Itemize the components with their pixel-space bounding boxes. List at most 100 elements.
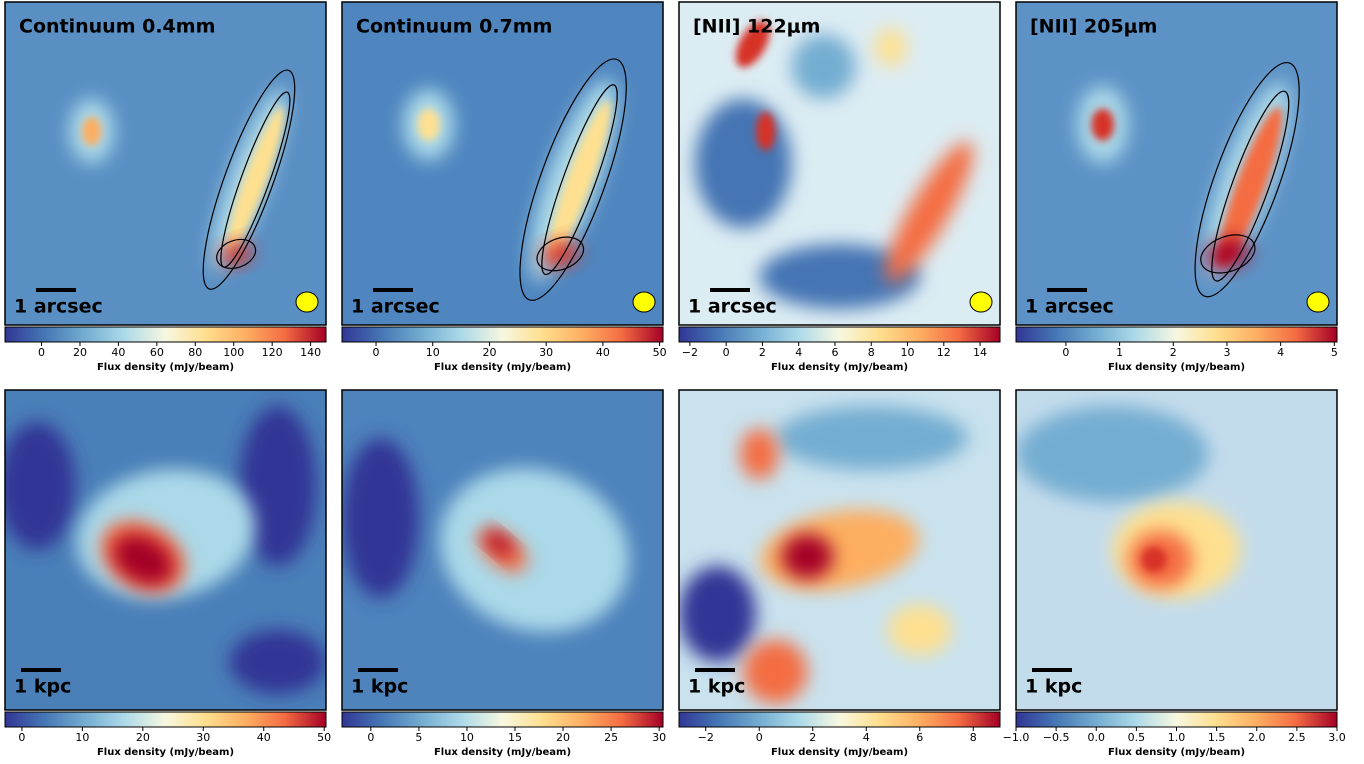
map-feature (791, 34, 855, 99)
colorbar-tick-label: 0 (367, 731, 374, 744)
map-feature (82, 117, 101, 146)
colorbar-tick-label: 4 (863, 731, 870, 744)
map-feature (230, 630, 326, 694)
map-feature (1016, 406, 1209, 502)
colorbar-tick-label: 0 (723, 346, 730, 359)
colorbar-label: Flux density (mJy/beam) (434, 362, 571, 373)
panel: Continuum 0.4mm1 arcsec02040608010012014… (5, 2, 326, 373)
colorbar-label: Flux density (mJy/beam) (1108, 362, 1245, 373)
map-feature (775, 406, 968, 470)
colorbar-tick-label: 0 (18, 731, 25, 744)
colorbar-tick-label: 20 (73, 346, 87, 359)
map-feature (743, 640, 807, 704)
map-background (342, 2, 663, 325)
scale-label: 1 kpc (1025, 676, 1082, 698)
colorbar (342, 712, 663, 727)
colorbar-tick-label: 0 (756, 731, 763, 744)
colorbar-tick-label: 10 (460, 731, 474, 744)
colorbar-label: Flux density (mJy/beam) (771, 747, 908, 758)
colorbar-tick-label: 15 (508, 731, 522, 744)
colorbar-tick-label: 20 (556, 731, 570, 744)
scale-label: 1 arcsec (688, 296, 777, 318)
beam (633, 292, 655, 312)
colorbar-tick-label: 10 (75, 731, 89, 744)
colorbar-tick-label: 4 (795, 346, 802, 359)
colorbar-label: Flux density (mJy/beam) (771, 362, 908, 373)
colorbar-tick-label: 5 (415, 731, 422, 744)
map-image (1016, 2, 1337, 325)
colorbar (1016, 712, 1337, 727)
beam (970, 292, 992, 312)
colorbar-tick-label: 2 (809, 731, 816, 744)
colorbar-tick-label: 0 (1062, 346, 1069, 359)
colorbar-tick-label: 50 (653, 346, 667, 359)
colorbar-tick-label: 0.0 (1088, 731, 1106, 744)
colorbar-label: Flux density (mJy/beam) (97, 747, 234, 758)
panel-title: Continuum 0.4mm (19, 16, 215, 38)
colorbar-tick-label: 2.0 (1248, 731, 1266, 744)
map-image (679, 2, 1000, 325)
colorbar-tick-label: 20 (136, 731, 150, 744)
colorbar-tick-label: 5 (1331, 346, 1338, 359)
colorbar-tick-label: 40 (111, 346, 125, 359)
panel-title: [NII] 205μm (1030, 16, 1157, 38)
colorbar-tick-label: 3.0 (1328, 731, 1346, 744)
colorbar-label: Flux density (mJy/beam) (434, 747, 571, 758)
colorbar-tick-label: 40 (596, 346, 610, 359)
colorbar-tick-label: 1.5 (1208, 731, 1226, 744)
map-feature (679, 566, 756, 662)
colorbar-tick-label: −1.0 (1003, 731, 1030, 744)
beam (296, 292, 318, 312)
map-feature (417, 109, 439, 141)
map-feature (695, 99, 791, 228)
map-image (342, 2, 663, 325)
beam (1307, 292, 1329, 312)
figure: Continuum 0.4mm1 arcsec02040608010012014… (0, 0, 1364, 764)
map-feature (1091, 109, 1113, 141)
colorbar-tick-label: 2.5 (1288, 731, 1306, 744)
panel-title: [NII] 122μm (693, 16, 820, 38)
panel: 1 kpc−1.0−0.50.00.51.01.52.02.53.0Flux d… (1003, 390, 1346, 758)
map-feature (0, 422, 76, 550)
panel: 1 kpc−202468Flux density (mJy/beam) (679, 390, 1000, 758)
colorbar-tick-label: 0 (38, 346, 45, 359)
colorbar-tick-label: 6 (916, 731, 923, 744)
colorbar-tick-label: −2 (682, 346, 698, 359)
colorbar-tick-label: 60 (150, 346, 164, 359)
colorbar-tick-label: −0.5 (1043, 731, 1070, 744)
scale-label: 1 kpc (351, 676, 408, 698)
colorbar-tick-label: 6 (831, 346, 838, 359)
map-image (0, 390, 326, 710)
colorbar-tick-label: 8 (970, 731, 977, 744)
colorbar (342, 327, 663, 342)
map-feature (740, 428, 779, 479)
colorbar-tick-label: 10 (426, 346, 440, 359)
scale-label: 1 arcsec (14, 296, 103, 318)
map-image (679, 390, 1000, 710)
colorbar-tick-label: 120 (262, 346, 283, 359)
colorbar-tick-label: 80 (188, 346, 202, 359)
scale-label: 1 arcsec (1025, 296, 1114, 318)
colorbar-tick-label: 40 (257, 731, 271, 744)
colorbar-tick-label: 30 (196, 731, 210, 744)
colorbar-tick-label: 2 (759, 346, 766, 359)
colorbar-label: Flux density (mJy/beam) (97, 362, 234, 373)
colorbar-tick-label: 8 (868, 346, 875, 359)
scale-label: 1 kpc (688, 676, 745, 698)
colorbar-tick-label: 140 (300, 346, 321, 359)
colorbar-tick-label: 30 (539, 346, 553, 359)
colorbar (5, 712, 326, 727)
colorbar (5, 327, 326, 342)
colorbar-tick-label: 14 (973, 346, 987, 359)
colorbar (679, 327, 1000, 342)
map-image (1016, 390, 1337, 710)
colorbar-tick-label: 20 (482, 346, 496, 359)
map-feature (756, 112, 775, 151)
colorbar-tick-label: 1.0 (1168, 731, 1186, 744)
map-background (1016, 2, 1337, 325)
panel-title: Continuum 0.7mm (356, 16, 552, 38)
